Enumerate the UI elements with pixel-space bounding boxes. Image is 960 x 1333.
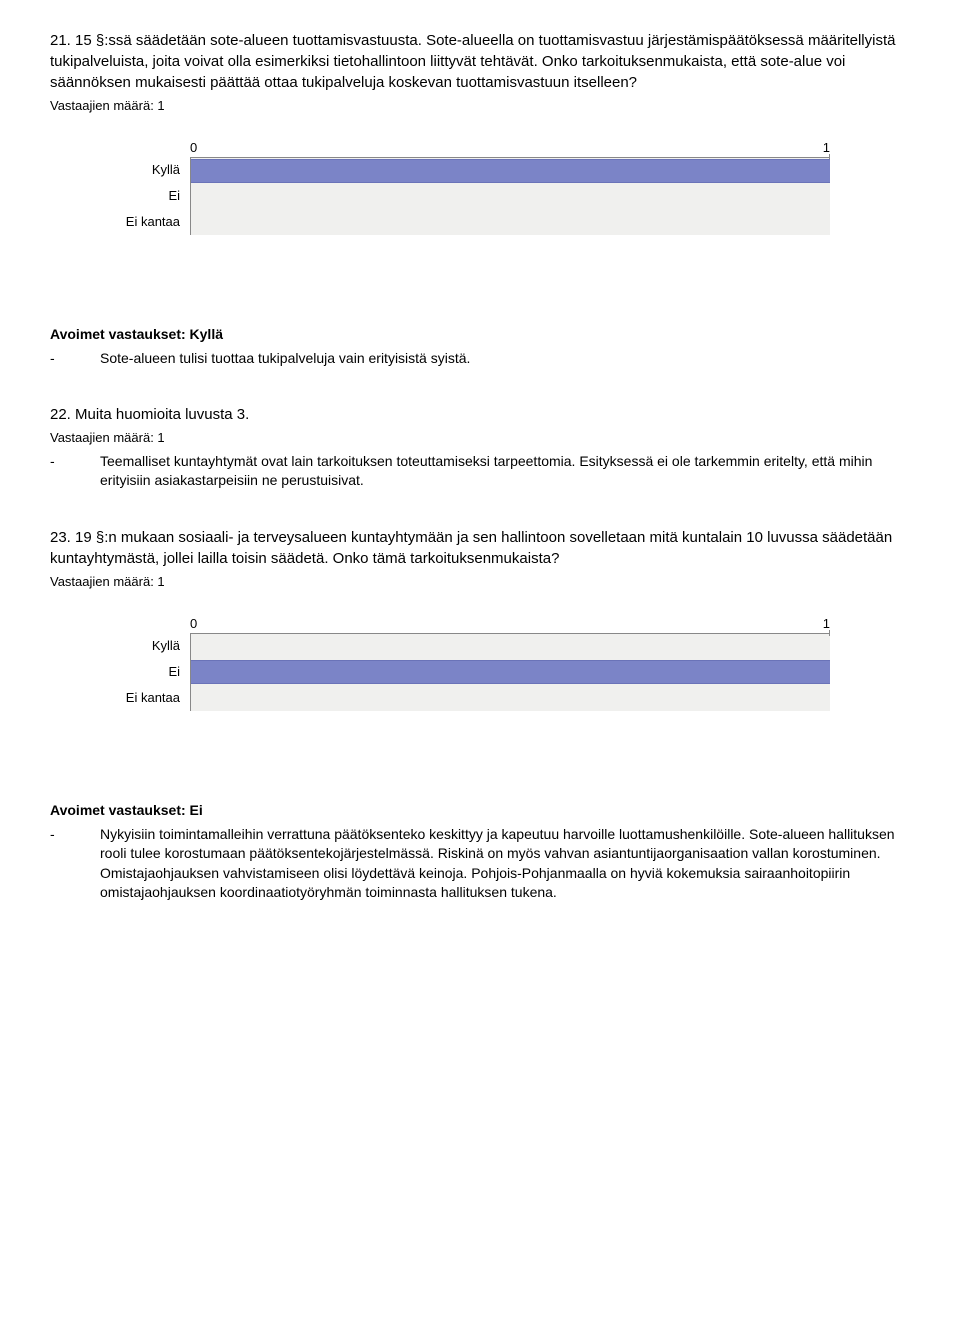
question-23-heading: 23. 19 §:n mukaan sosiaali- ja terveysal… — [50, 527, 910, 569]
answers-heading: Avoimet vastaukset: Ei — [50, 801, 910, 821]
chart-xlabel: 0 — [190, 615, 197, 633]
question-21-meta: Vastaajien määrä: 1 — [50, 97, 910, 115]
chart-bar — [191, 159, 830, 183]
answers-heading: Avoimet vastaukset: Kyllä — [50, 325, 910, 345]
question-23-meta: Vastaajien määrä: 1 — [50, 573, 910, 591]
chart-category-label: Ei kantaa — [110, 685, 190, 711]
answer-text: Sote-alueen tulisi tuottaa tukipalveluja… — [100, 349, 910, 369]
chart-bar-row — [190, 209, 830, 235]
bullet-dash: - — [50, 452, 100, 491]
question-23-chart: 0 1 Kyllä Ei Ei kantaa — [110, 615, 830, 711]
question-22-heading: 22. Muita huomioita luvusta 3. — [50, 404, 910, 425]
question-21-chart: 0 1 Kyllä Ei Ei kantaa — [110, 139, 830, 235]
chart-bar-row — [190, 659, 830, 685]
answer-text: Nykyisiin toimintamalleihin verrattuna p… — [100, 825, 910, 903]
chart-category-label: Kyllä — [110, 633, 190, 659]
chart-category-label: Kyllä — [110, 157, 190, 183]
chart-bar-row — [190, 157, 830, 183]
answer-item: - Sote-alueen tulisi tuottaa tukipalvelu… — [50, 349, 910, 369]
answer-item: - Nykyisiin toimintamalleihin verrattuna… — [50, 825, 910, 903]
chart-bar-row — [190, 183, 830, 209]
question-21-block: 21. 15 §:ssä säädetään sote-alueen tuott… — [50, 30, 910, 368]
bullet-dash: - — [50, 825, 100, 903]
chart-category-label: Ei — [110, 659, 190, 685]
question-23-block: 23. 19 §:n mukaan sosiaali- ja terveysal… — [50, 527, 910, 903]
question-22-block: 22. Muita huomioita luvusta 3. Vastaajie… — [50, 404, 910, 490]
chart-bar — [191, 660, 830, 684]
chart-xlabel: 0 — [190, 139, 197, 157]
chart-category-label: Ei kantaa — [110, 209, 190, 235]
chart-category-label: Ei — [110, 183, 190, 209]
answer-item: - Teemalliset kuntayhtymät ovat lain tar… — [50, 452, 910, 491]
bullet-dash: - — [50, 349, 100, 369]
question-22-meta: Vastaajien määrä: 1 — [50, 429, 910, 447]
chart-bar-row — [190, 685, 830, 711]
chart-bar-row — [190, 633, 830, 659]
answer-text: Teemalliset kuntayhtymät ovat lain tarko… — [100, 452, 910, 491]
question-21-heading: 21. 15 §:ssä säädetään sote-alueen tuott… — [50, 30, 910, 93]
